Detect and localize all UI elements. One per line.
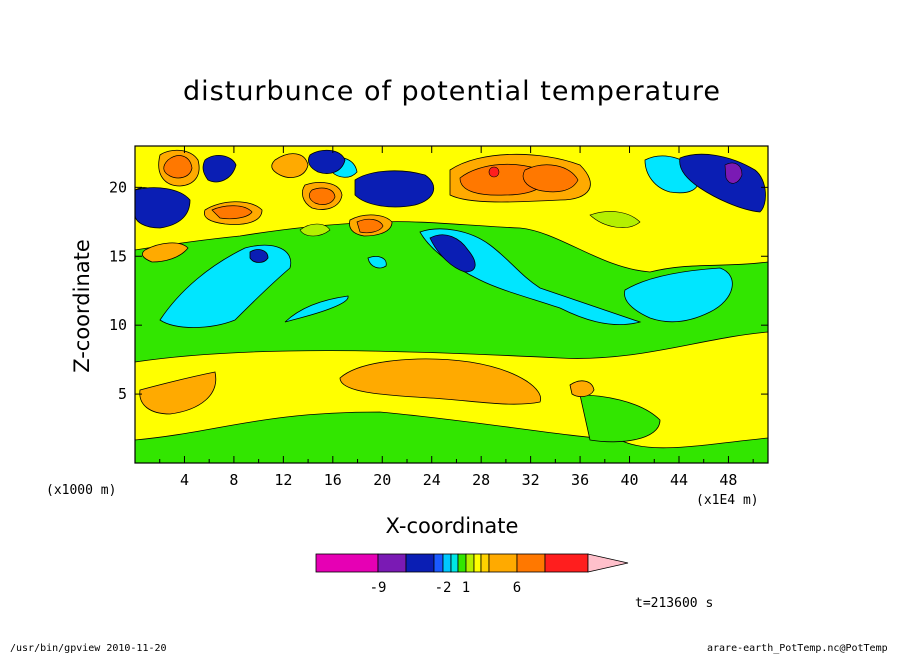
colorbar-label: 1 xyxy=(462,580,470,596)
cool-region-1 xyxy=(284,295,349,323)
colorbar-swatch xyxy=(488,553,518,573)
cold-core-6 xyxy=(202,155,237,183)
x-tick-label: 32 xyxy=(522,471,540,489)
plot-area xyxy=(135,146,768,463)
x-tick-label: 12 xyxy=(274,471,292,489)
colorbar-arrow xyxy=(587,553,629,573)
y-tick-label: 5 xyxy=(118,385,127,403)
colorbar-swatch xyxy=(450,553,459,573)
colorbar-swatch xyxy=(433,553,444,573)
cold-core-1 xyxy=(354,170,435,208)
colorbar-swatch xyxy=(465,553,475,573)
hot-core-4 xyxy=(356,218,384,234)
x-axis-label: X-coordinate xyxy=(385,514,519,538)
y-tick-label: 15 xyxy=(109,247,127,265)
patch-green-1 xyxy=(579,394,661,443)
colorbar-swatch xyxy=(377,553,407,573)
hot-core-3 xyxy=(308,187,336,205)
colorbar-swatch xyxy=(544,553,589,573)
colorbar-swatch xyxy=(315,553,379,573)
warm-blob-1 xyxy=(139,371,217,415)
cool-region-2 xyxy=(419,228,642,325)
colorbar-swatch xyxy=(480,553,490,573)
footer-right: arare-earth_PotTemp.nc@PotTemp xyxy=(707,643,888,654)
warm-blob-9 xyxy=(569,380,595,398)
x-tick-label: 48 xyxy=(719,471,737,489)
colorbar-swatch xyxy=(516,553,546,573)
hot-core-5 xyxy=(211,205,253,220)
colorbar-label: 6 xyxy=(513,580,521,596)
hot-core-1 xyxy=(522,164,579,193)
warm-blob-7 xyxy=(271,153,309,178)
plot-frame xyxy=(134,145,769,464)
x-tick-label: 16 xyxy=(324,471,342,489)
colorbar-swatch xyxy=(473,553,482,573)
x-tick-label: 44 xyxy=(670,471,688,489)
band-lower-green xyxy=(135,411,768,463)
y-tick-label: 10 xyxy=(109,316,127,334)
cold-core-3 xyxy=(679,153,766,213)
hot-core-2 xyxy=(163,155,193,179)
accent-1 xyxy=(589,211,641,228)
x-tick-label: 20 xyxy=(373,471,391,489)
cold-core-4 xyxy=(429,234,476,273)
x-tick-label: 8 xyxy=(229,471,238,489)
time-label: t=213600 s xyxy=(635,596,714,611)
x-unit-label: (x1E4 m) xyxy=(696,493,759,508)
cold-core-5 xyxy=(249,249,269,263)
cold-max xyxy=(724,162,743,184)
x-tick-label: 28 xyxy=(472,471,490,489)
warm-blob-8 xyxy=(141,242,189,263)
cold-core-0 xyxy=(135,187,191,229)
y-tick-label: 20 xyxy=(109,178,127,196)
footer-left: /usr/bin/gpview 2010-11-20 xyxy=(10,643,167,654)
colorbar-swatch xyxy=(457,553,467,573)
y-unit-label: (x1000 m) xyxy=(46,483,117,498)
colorbar-label: -9 xyxy=(370,580,387,596)
warm-blob-0 xyxy=(339,358,542,405)
cool-region-0 xyxy=(159,244,292,328)
colorbar-swatch xyxy=(405,553,435,573)
x-tick-label: 36 xyxy=(571,471,589,489)
colorbar-label: -2 xyxy=(435,580,452,596)
cold-core-2 xyxy=(308,149,346,174)
accent-0 xyxy=(299,223,331,237)
y-axis-label: Z-coordinate xyxy=(70,239,94,373)
hot-max xyxy=(488,166,500,178)
cool-region-5 xyxy=(367,256,387,269)
colorbar-swatch xyxy=(442,553,452,573)
x-tick-label: 24 xyxy=(423,471,441,489)
cool-region-3 xyxy=(624,267,733,323)
chart-title: disturbunce of potential temperature xyxy=(183,76,721,107)
x-tick-label: 40 xyxy=(621,471,639,489)
x-tick-label: 4 xyxy=(180,471,189,489)
